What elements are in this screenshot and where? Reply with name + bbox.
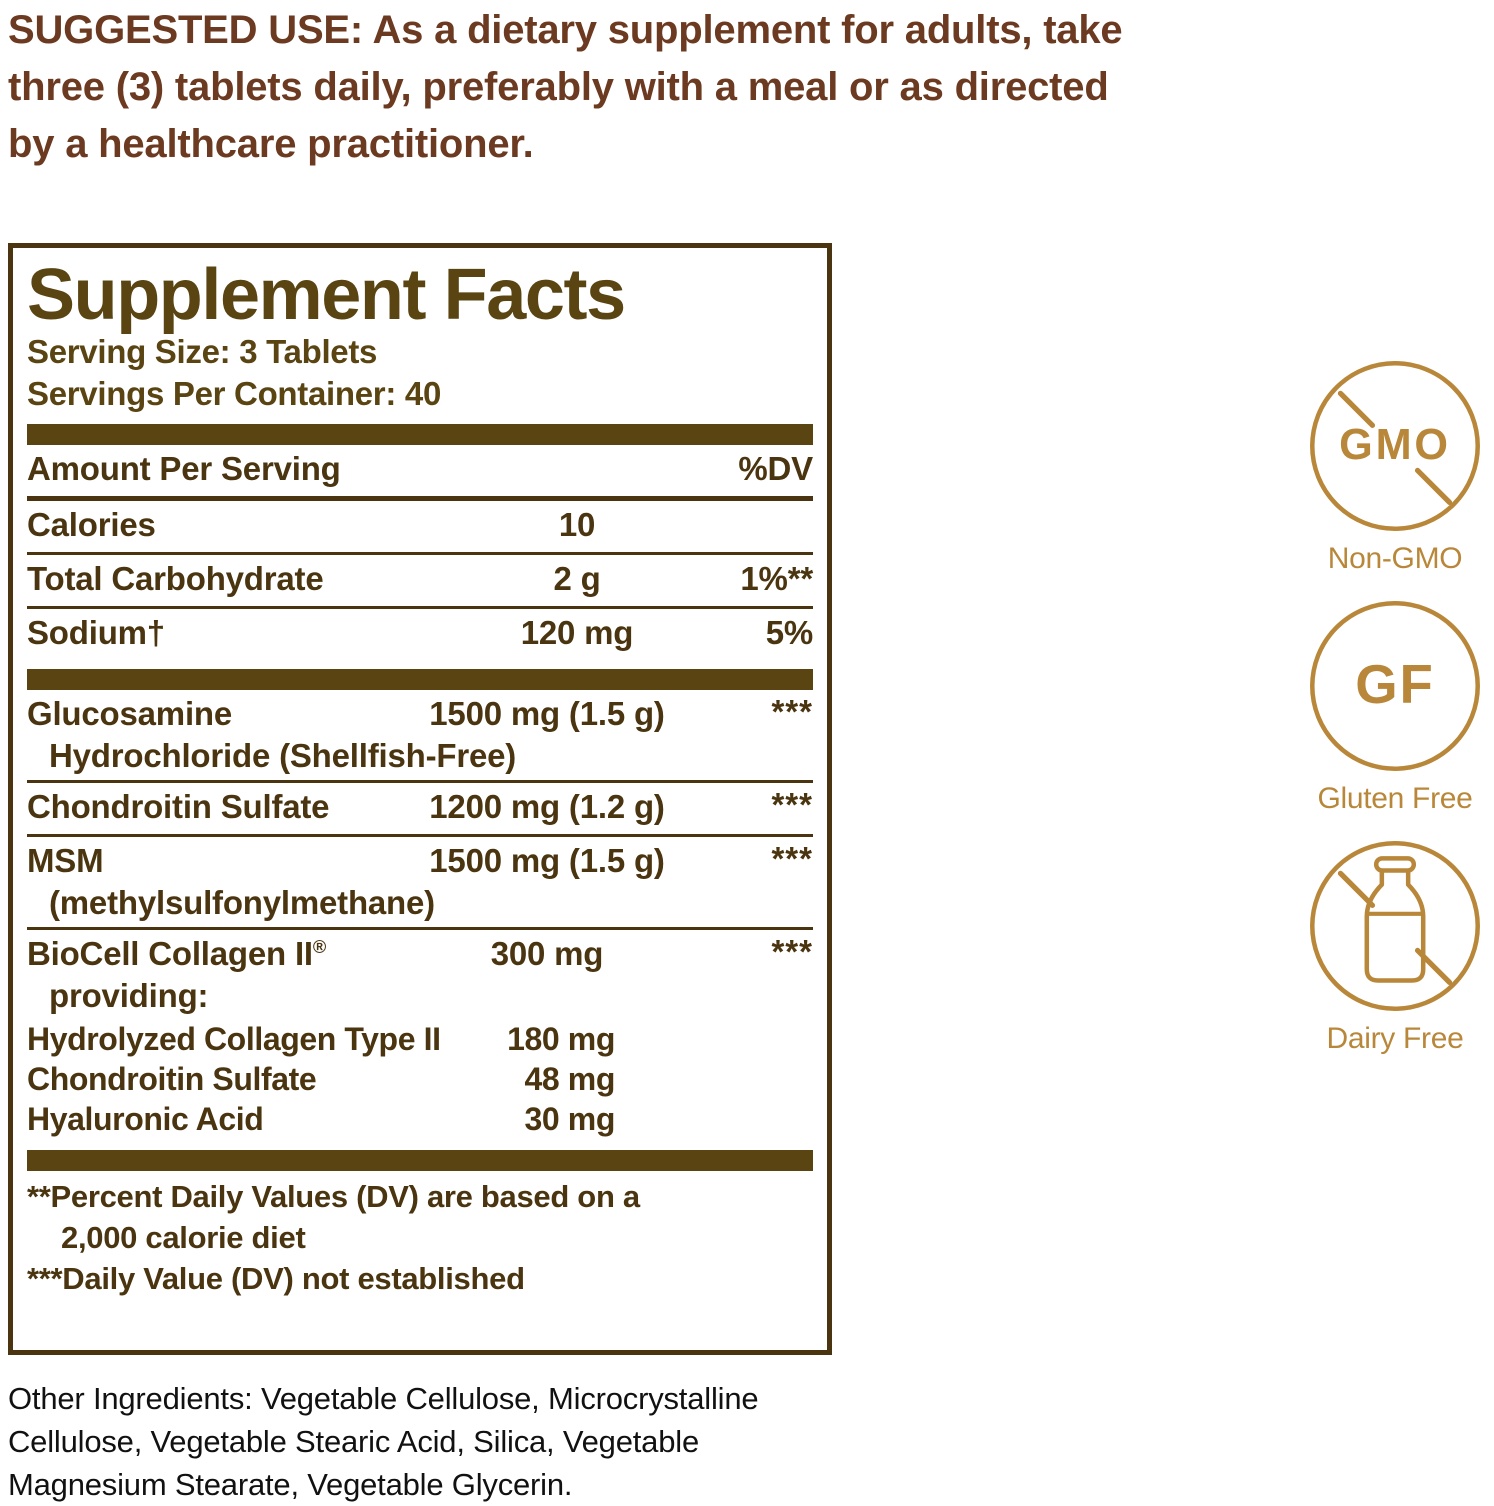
divider-bar-thick (27, 669, 813, 691)
ingredient-amount: 300 mg (490, 935, 604, 973)
gf-mark-text: GF (1355, 654, 1434, 715)
table-row: Total Carbohydrate 2 g 1%** (27, 555, 813, 606)
footnote-line: **Percent Daily Values (DV) are based on… (27, 1179, 640, 1215)
badge-dairy-free: Dairy Free (1296, 832, 1494, 1056)
servings-per-container: Servings Per Container: 40 (27, 374, 442, 412)
table-row: Chondroitin Sulfate 1200 mg (1.2 g) *** (27, 783, 813, 834)
footnote-dv-basis: **Percent Daily Values (DV) are based on… (27, 1177, 813, 1259)
ingredient-name: Chondroitin Sulfate (27, 788, 330, 826)
nutrient-amount: 2 g (553, 560, 601, 598)
divider-bar-thick (27, 424, 813, 446)
badge-label: Gluten Free (1317, 782, 1473, 815)
biocell-component-row: Hyaluronic Acid 30 mg (27, 1100, 813, 1140)
nutrient-amount: 10 (558, 506, 596, 544)
component-name: Chondroitin Sulfate (27, 1061, 317, 1098)
gf-circle-icon: GF (1310, 601, 1480, 771)
nutrient-name: Sodium† (27, 614, 165, 652)
nutrient-amount: 120 mg (520, 614, 634, 652)
component-name: Hydrolyzed Collagen Type II (27, 1021, 441, 1058)
badge-label: Dairy Free (1326, 1022, 1464, 1055)
table-row: Glucosamine Hydrochloride (Shellfish-Fre… (27, 690, 813, 780)
ingredient-subname: (methylsulfonylmethane) (49, 883, 435, 921)
nutrient-name: Total Carbohydrate (27, 560, 324, 598)
nutrient-dv: 5% (765, 614, 813, 652)
dv-header: %DV (738, 450, 813, 488)
gmo-mark-text: GMO (1339, 421, 1451, 469)
divider-bar-thick (27, 1150, 813, 1172)
component-amount: 48 mg (524, 1061, 616, 1098)
page-title: Supplement Facts (27, 255, 626, 335)
divider-rule (27, 552, 813, 556)
ingredient-amount: 1500 mg (1.5 g) (429, 842, 665, 880)
amount-per-serving-header: Amount Per Serving (27, 450, 341, 488)
footnote-line: 2,000 calorie diet (61, 1220, 306, 1256)
footnote-dv-not-established: ***Daily Value (DV) not established (27, 1261, 525, 1297)
suggested-use-text: SUGGESTED USE: As a dietary supplement f… (8, 8, 1123, 166)
table-row: MSM (methylsulfonylmethane) 1500 mg (1.5… (27, 837, 813, 927)
registered-trademark-icon: ® (312, 937, 327, 958)
gmo-circle-icon: GMO (1310, 361, 1480, 531)
providing-label: providing: (49, 976, 209, 1014)
milk-bottle-icon (1310, 841, 1480, 1011)
table-row: Sodium† 120 mg 5% (27, 609, 813, 660)
nutrient-name: Calories (27, 506, 156, 544)
serving-size: Serving Size: 3 Tablets (27, 332, 378, 370)
divider-rule (27, 496, 813, 502)
badge-gluten-free: GF Gluten Free (1296, 592, 1494, 816)
nutrient-dv: 1%** (740, 560, 813, 598)
biocell-name-text: BioCell Collagen II (27, 935, 313, 973)
ingredient-amount: 1200 mg (1.2 g) (429, 788, 665, 826)
table-header-row: Amount Per Serving %DV (27, 445, 813, 496)
ingredient-amount: 1500 mg (1.5 g) (429, 695, 665, 733)
ingredient-dv: *** (771, 840, 813, 878)
supplement-facts-panel: Supplement Facts Serving Size: 3 Tablets… (8, 243, 832, 1355)
divider-rule (27, 834, 813, 838)
divider-rule (27, 780, 813, 784)
badge-non-gmo: GMO Non-GMO (1296, 352, 1494, 576)
badge-label: Non-GMO (1327, 542, 1463, 575)
component-amount: 180 mg (507, 1021, 615, 1058)
component-amount: 30 mg (524, 1101, 616, 1138)
ingredient-name: MSM (27, 842, 104, 880)
certification-badges: GMO Non-GMO GF Gluten Free Dairy Free (1296, 352, 1494, 1072)
table-row: BioCell Collagen II® 300 mg *** providin… (27, 930, 813, 1020)
ingredient-subname: Hydrochloride (Shellfish-Free) (49, 736, 517, 774)
biocell-component-row: Chondroitin Sulfate 48 mg (27, 1060, 813, 1100)
divider-rule (27, 927, 813, 931)
table-row: Calories 10 (27, 501, 813, 552)
ingredient-name: BioCell Collagen II® (27, 933, 813, 975)
other-ingredients-text: Other Ingredients: Vegetable Cellulose, … (8, 1381, 759, 1502)
ingredient-dv: *** (771, 933, 813, 971)
component-name: Hyaluronic Acid (27, 1101, 264, 1138)
ingredient-dv: *** (771, 786, 813, 824)
biocell-component-row: Hydrolyzed Collagen Type II 180 mg (27, 1020, 813, 1060)
divider-rule (27, 606, 813, 610)
ingredient-name: Glucosamine (27, 695, 233, 733)
ingredient-dv: *** (771, 693, 813, 731)
